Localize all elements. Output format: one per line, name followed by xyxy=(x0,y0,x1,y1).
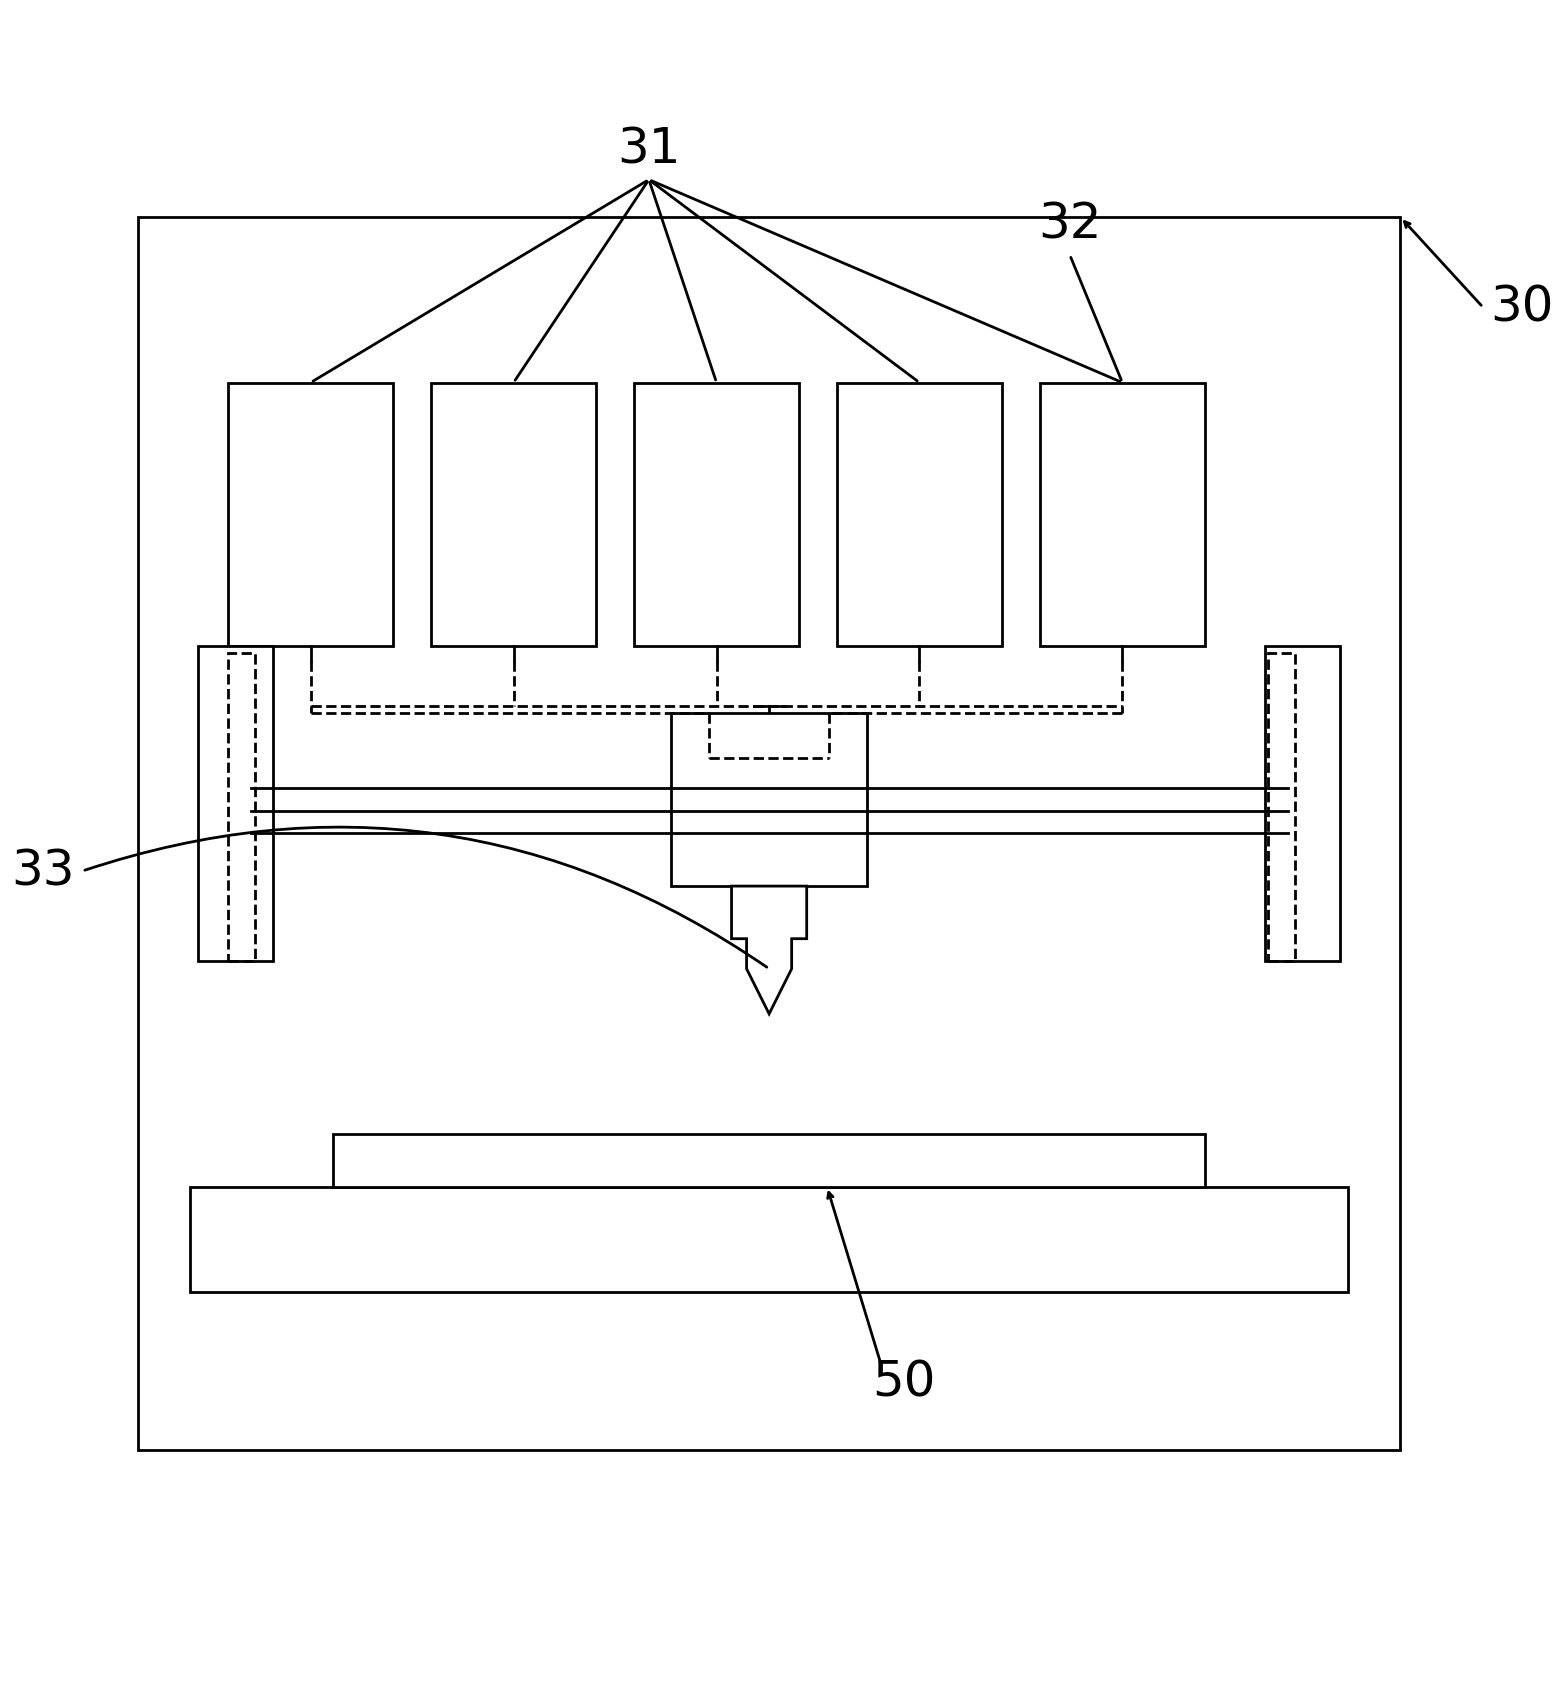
Bar xyxy=(198,646,273,960)
Bar xyxy=(836,382,1002,646)
Bar xyxy=(431,382,596,646)
Bar xyxy=(228,382,393,646)
Text: 33: 33 xyxy=(11,848,75,895)
Bar xyxy=(137,217,1401,1450)
Text: 30: 30 xyxy=(1491,283,1554,331)
Bar xyxy=(671,713,867,886)
Bar xyxy=(334,1134,1204,1187)
Bar xyxy=(190,1187,1348,1292)
Bar xyxy=(228,653,254,960)
Text: 31: 31 xyxy=(618,126,680,173)
Bar xyxy=(1039,382,1204,646)
Bar xyxy=(633,382,799,646)
Text: 50: 50 xyxy=(872,1357,936,1406)
Bar xyxy=(1265,646,1340,960)
Bar xyxy=(1268,653,1295,960)
Text: 32: 32 xyxy=(1037,200,1101,249)
Polygon shape xyxy=(732,886,807,1014)
